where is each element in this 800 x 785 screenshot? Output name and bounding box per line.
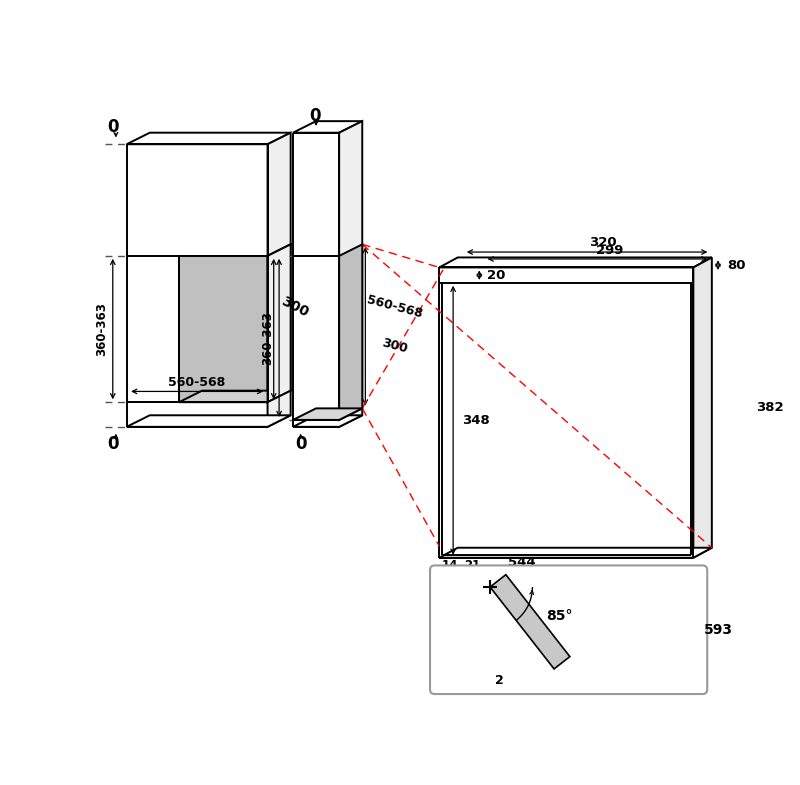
Polygon shape	[694, 257, 712, 557]
Text: 595: 595	[562, 568, 590, 581]
Text: 21: 21	[464, 559, 481, 572]
Text: 0: 0	[309, 107, 320, 125]
Polygon shape	[267, 133, 290, 256]
Text: 300: 300	[279, 294, 311, 320]
Text: 300: 300	[380, 337, 409, 356]
Text: 593: 593	[704, 623, 733, 637]
Polygon shape	[339, 244, 362, 420]
Text: 2: 2	[495, 674, 504, 688]
Polygon shape	[179, 256, 267, 402]
Text: 85°: 85°	[546, 609, 573, 623]
Polygon shape	[267, 244, 290, 402]
Text: 14: 14	[442, 559, 458, 572]
FancyBboxPatch shape	[430, 565, 707, 694]
Polygon shape	[293, 121, 362, 133]
Text: 299: 299	[596, 244, 623, 257]
Polygon shape	[126, 415, 290, 427]
Text: 360-363: 360-363	[261, 311, 274, 365]
Text: 20: 20	[487, 268, 506, 282]
Polygon shape	[490, 575, 570, 669]
Text: 80: 80	[727, 258, 746, 272]
Text: 544: 544	[508, 556, 535, 569]
Polygon shape	[267, 391, 290, 427]
Text: 560-568: 560-568	[366, 293, 424, 320]
Polygon shape	[339, 121, 362, 427]
Polygon shape	[293, 408, 362, 420]
Polygon shape	[179, 391, 290, 402]
Text: 382: 382	[756, 401, 783, 414]
Text: 560-568: 560-568	[169, 377, 226, 389]
Text: 0: 0	[107, 119, 118, 137]
Polygon shape	[293, 415, 362, 427]
Text: 0: 0	[295, 435, 306, 453]
Text: 348: 348	[462, 414, 490, 427]
Polygon shape	[439, 257, 712, 268]
Polygon shape	[267, 244, 290, 402]
Text: 320: 320	[589, 236, 616, 250]
Text: 360-363: 360-363	[94, 302, 108, 356]
Polygon shape	[126, 133, 290, 144]
Polygon shape	[439, 548, 712, 557]
Text: 0: 0	[107, 435, 118, 453]
